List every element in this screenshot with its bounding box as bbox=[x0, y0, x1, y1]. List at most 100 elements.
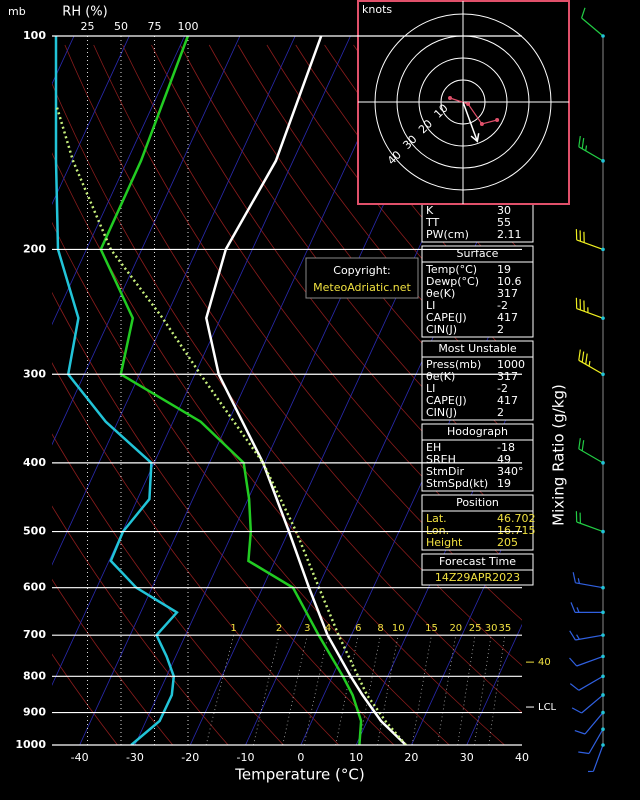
panel-title: Forecast Time bbox=[439, 555, 516, 568]
panel-value: 46.702 bbox=[497, 512, 536, 525]
y-tick-label: 900 bbox=[23, 706, 46, 719]
panel-label: StmDir bbox=[426, 465, 465, 478]
wind-dot bbox=[601, 585, 605, 590]
panel-body bbox=[421, 202, 534, 243]
hodograph-ring bbox=[374, 13, 552, 191]
annotation: 40 bbox=[538, 657, 551, 668]
x-tick-label: 40 bbox=[515, 751, 529, 764]
panel-label: θe(K) bbox=[426, 370, 455, 383]
panel-label: Height bbox=[426, 536, 463, 549]
dry-adiabat bbox=[52, 362, 339, 745]
y-tick-label: 400 bbox=[23, 456, 46, 469]
panel-value: 55 bbox=[497, 216, 511, 229]
x-tick-label: -10 bbox=[237, 751, 255, 764]
panel-value: 1000 bbox=[497, 358, 525, 371]
panel-value: 417 bbox=[497, 311, 518, 324]
x-tick-label: -20 bbox=[181, 751, 199, 764]
wind-barb bbox=[587, 744, 604, 773]
rh-tick-label: 50 bbox=[114, 20, 128, 33]
y-tick-label: 100 bbox=[23, 29, 46, 42]
mixing-ratio-label: 30 bbox=[485, 623, 498, 634]
parcel-line bbox=[55, 104, 407, 745]
rh-tick-label: 75 bbox=[148, 20, 162, 33]
isotherm bbox=[52, 36, 130, 206]
wind-barb bbox=[569, 675, 604, 691]
mixing-ratio-label: 6 bbox=[355, 623, 361, 634]
isotherm bbox=[52, 36, 351, 686]
wind-dot bbox=[601, 461, 605, 465]
rh-tick-label: 100 bbox=[178, 20, 199, 33]
wind-dot bbox=[601, 633, 605, 637]
dry-adiabat bbox=[266, 44, 522, 369]
mixing-ratio-label: 20 bbox=[449, 623, 462, 634]
mixing-ratio-line bbox=[474, 634, 492, 745]
panel-label: CIN(J) bbox=[426, 323, 457, 336]
hodograph-point bbox=[495, 118, 500, 123]
panel-body bbox=[421, 439, 534, 492]
panel-value: 417 bbox=[497, 394, 518, 407]
wind-barb bbox=[575, 511, 604, 533]
panel-label: TT bbox=[425, 216, 440, 229]
y-tick-label: 700 bbox=[23, 628, 46, 641]
panel-label: LI bbox=[426, 299, 435, 312]
panel-value: 317 bbox=[497, 287, 518, 300]
mixing-ratio-label: 1 bbox=[230, 623, 236, 634]
panel-value: 2 bbox=[497, 323, 504, 336]
x-tick-label: 20 bbox=[404, 751, 418, 764]
wind-dot bbox=[601, 372, 605, 377]
y-tick-label: 200 bbox=[23, 242, 46, 255]
mixing-ratio-line bbox=[335, 634, 359, 745]
mixing-ratio-title: Mixing Ratio (g/kg) bbox=[550, 384, 568, 526]
mixing-ratio-line bbox=[358, 634, 381, 745]
isotherm bbox=[52, 36, 296, 566]
panel-label: CAPE(J) bbox=[426, 311, 467, 324]
overlay: Copyright: MeteoAdriatic.net K 30 TT 55 PW(cm)… bbox=[305, 0, 570, 586]
hodograph-ring bbox=[440, 79, 486, 125]
panel-value: 19 bbox=[497, 263, 511, 276]
hodograph-line bbox=[449, 97, 498, 125]
panel-body bbox=[421, 356, 534, 421]
mixing-ratio-label: 25 bbox=[469, 623, 482, 634]
isotherm bbox=[52, 36, 185, 326]
panel-label: EH bbox=[426, 441, 441, 454]
mixing-ratio-line bbox=[457, 634, 476, 745]
pressure-unit: mb bbox=[8, 5, 26, 18]
panel-label: Dewp(°C) bbox=[426, 275, 479, 288]
wind-barb bbox=[575, 297, 604, 319]
dry-adiabat bbox=[52, 291, 395, 745]
mixing-ratio-label: 35 bbox=[499, 623, 512, 634]
wind-dot bbox=[601, 693, 605, 697]
hodograph-point bbox=[448, 96, 453, 101]
panel-value: 16.715 bbox=[497, 524, 536, 537]
panel-value: -2 bbox=[497, 299, 508, 312]
mixing-ratio-line bbox=[282, 634, 308, 745]
mixing-ratio-line bbox=[205, 634, 234, 745]
x-axis-title: Temperature (°C) bbox=[234, 766, 364, 784]
mixing-ratio-line bbox=[253, 634, 280, 745]
wind-dot bbox=[601, 654, 605, 659]
wind-dot bbox=[601, 674, 605, 679]
mixing-ratio-label: 10 bbox=[392, 623, 405, 634]
wind-barb bbox=[578, 136, 604, 162]
mixing-ratio-label: 15 bbox=[425, 623, 438, 634]
wind-barb bbox=[571, 694, 604, 714]
panel-title: Surface bbox=[457, 247, 499, 260]
panel-value: -18 bbox=[497, 441, 515, 454]
isotherm-grid bbox=[79, 36, 407, 745]
dry-adiabat bbox=[151, 44, 522, 533]
y-tick-label: 300 bbox=[23, 367, 46, 380]
wind-barb bbox=[569, 655, 604, 667]
mixing-ratio-line bbox=[488, 634, 506, 745]
wind-barb bbox=[570, 602, 604, 613]
annotation: LCL bbox=[538, 702, 557, 713]
dry-adiabat bbox=[52, 505, 229, 745]
panel-title: Most Unstable bbox=[438, 342, 517, 355]
panel-label: CAPE(J) bbox=[426, 394, 467, 407]
hodograph-point bbox=[466, 101, 471, 106]
wind-barb bbox=[569, 630, 604, 641]
panel-value: 2.11 bbox=[497, 228, 522, 241]
panel-value: 10.6 bbox=[497, 275, 522, 288]
panel-value: 2 bbox=[497, 406, 504, 419]
y-tick-label: 600 bbox=[23, 581, 46, 594]
mixing-ratio-line bbox=[437, 634, 457, 745]
